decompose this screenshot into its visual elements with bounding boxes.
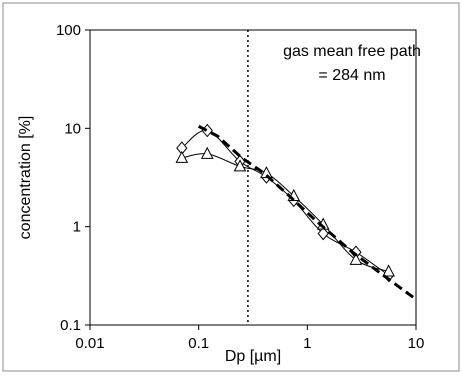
x-axis-label: Dp [µm] bbox=[225, 348, 281, 365]
y-axis-ticks: 0.1 1 10 100 bbox=[56, 22, 90, 334]
y-axis-label: concentration [%] bbox=[17, 116, 34, 240]
plot-area bbox=[89, 29, 417, 326]
y-tick-label: 10 bbox=[64, 120, 81, 137]
series-3-line bbox=[197, 124, 415, 299]
triangle-marker bbox=[200, 146, 214, 159]
diamond-marker bbox=[317, 226, 329, 241]
triangle-marker bbox=[349, 252, 363, 265]
x-tick-label: 0.01 bbox=[75, 335, 104, 352]
annotation-line-2: = 284 nm bbox=[318, 67, 385, 84]
x-tick-label: 10 bbox=[408, 335, 425, 352]
annotation-line-1: gas mean free path bbox=[283, 43, 421, 60]
x-tick-label: 1 bbox=[303, 335, 311, 352]
triangle-marker bbox=[382, 264, 395, 277]
y-tick-label: 0.1 bbox=[60, 317, 81, 334]
triangle-marker bbox=[233, 159, 247, 172]
y-tick-label: 100 bbox=[56, 22, 81, 39]
triangle-marker bbox=[175, 150, 189, 163]
series-group bbox=[175, 123, 415, 299]
x-axis-ticks: 0.01 0.1 1 10 bbox=[75, 325, 424, 352]
triangle-marker bbox=[260, 166, 273, 179]
y-tick-label: 1 bbox=[73, 219, 81, 236]
x-tick-label: 0.1 bbox=[188, 335, 209, 352]
